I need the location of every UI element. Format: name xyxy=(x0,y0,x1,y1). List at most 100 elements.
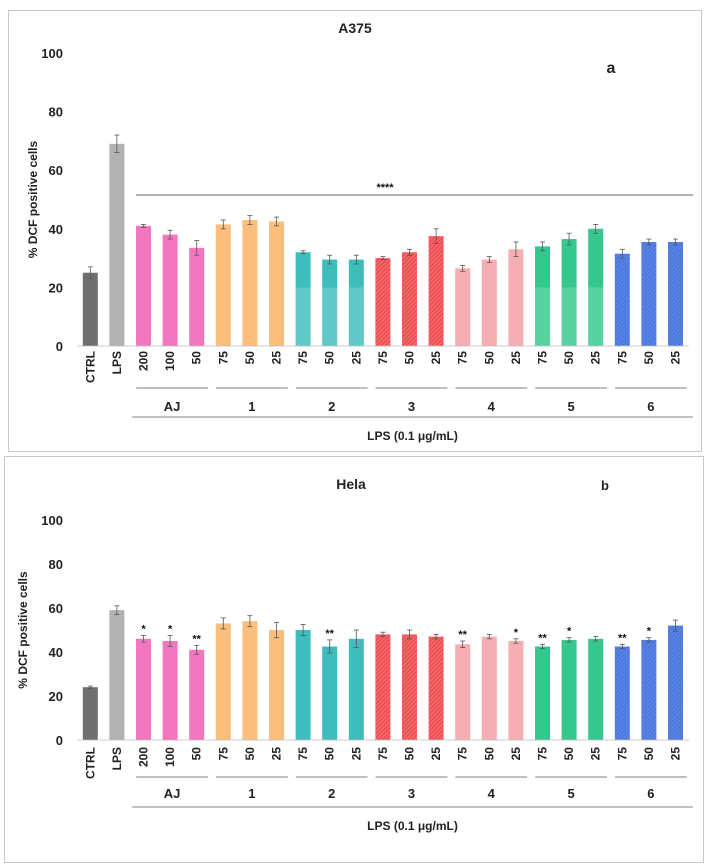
chart-title: Hela xyxy=(336,476,366,492)
bar-aj-100 xyxy=(162,641,178,740)
bar-ctrl-CTRL xyxy=(82,272,98,346)
bar-lps-LPS xyxy=(109,143,125,346)
x-tick-label: 50 xyxy=(243,747,257,761)
bar-4-50 xyxy=(481,636,497,740)
panel-letter: b xyxy=(601,478,609,493)
bar-6-50 xyxy=(641,241,657,346)
y-tick-label: 60 xyxy=(49,163,63,178)
x-tick-label: 75 xyxy=(376,747,390,761)
chart-a-svg: A375 a % DCF positive cells 0 20 40 60 80 100 CTR… xyxy=(26,20,693,443)
group-label: 4 xyxy=(488,399,496,414)
bar-3-50 xyxy=(402,634,417,740)
bar-2-50 xyxy=(322,646,338,740)
bar-3-75 xyxy=(375,258,391,346)
x-tick-label: 75 xyxy=(216,747,230,761)
y-tick-label: 100 xyxy=(41,46,63,61)
x-tick-label: 50 xyxy=(243,351,257,365)
y-tick-label: 80 xyxy=(49,105,63,120)
significance-bracket-label: **** xyxy=(376,182,394,194)
bar-shade xyxy=(322,287,338,346)
significance-mark: * xyxy=(168,624,173,636)
bar-aj-50 xyxy=(189,649,205,740)
significance-mark: ** xyxy=(458,629,467,641)
bar-2-75 xyxy=(295,252,311,346)
bar-shade xyxy=(295,287,311,346)
x-tick-label: 75 xyxy=(216,351,230,365)
group-label: 6 xyxy=(647,786,654,801)
x-tick-label: 200 xyxy=(137,351,151,371)
x-tick-label: 50 xyxy=(403,351,417,365)
x-tick-label: 50 xyxy=(642,747,656,761)
x-tick-label: 75 xyxy=(456,351,470,365)
bar-1-25 xyxy=(269,630,284,740)
x-tick-label: 50 xyxy=(323,351,337,365)
group-label: 1 xyxy=(248,399,255,414)
significance-mark: * xyxy=(514,627,519,639)
bar-6-75 xyxy=(614,253,630,346)
x-tick-label: CTRL xyxy=(83,351,97,383)
bar-4-50 xyxy=(481,259,497,346)
bar-5-50 xyxy=(561,239,577,346)
bar-2-75 xyxy=(295,630,311,740)
bar-lps-LPS xyxy=(109,610,125,740)
x-tick-label: 75 xyxy=(536,747,550,761)
x-tick-label: 100 xyxy=(163,351,177,371)
x-tick-label: 25 xyxy=(349,747,363,761)
bar-5-50 xyxy=(561,639,577,740)
bar-6-75 xyxy=(614,646,630,740)
x-tick-label: 75 xyxy=(456,747,470,761)
x-tick-label: 25 xyxy=(509,351,523,365)
y-tick-label: 0 xyxy=(56,733,63,748)
bar-2-50 xyxy=(322,259,338,346)
significance-mark: * xyxy=(567,626,572,638)
x-tick-label: 25 xyxy=(509,747,523,761)
bar-aj-50 xyxy=(189,247,205,346)
bar-shade xyxy=(535,287,550,346)
x-tick-label: 25 xyxy=(429,351,443,365)
y-tick-label: 40 xyxy=(49,645,63,660)
x-tick-label: 50 xyxy=(642,351,656,365)
x-tick-label: 25 xyxy=(589,747,603,761)
group-label: 2 xyxy=(328,399,335,414)
x-tick-label: 25 xyxy=(270,747,284,761)
bar-1-75 xyxy=(215,623,231,740)
x-tick-label: 50 xyxy=(190,747,204,761)
bar-6-25 xyxy=(668,241,683,346)
bar-4-25 xyxy=(508,249,524,346)
significance-mark: ** xyxy=(538,632,547,644)
x-tick-label: 75 xyxy=(615,747,629,761)
bar-5-25 xyxy=(588,228,604,346)
bar-3-25 xyxy=(428,636,444,740)
group-label: 3 xyxy=(408,786,415,801)
bar-2-25 xyxy=(348,259,364,346)
x-tick-label: 25 xyxy=(669,747,683,761)
chart-b-svg: Hela b % DCF positive cells 0 20 40 60 80 100 CTR… xyxy=(16,476,693,833)
bar-1-50 xyxy=(242,621,258,740)
x-tick-label: 50 xyxy=(482,747,496,761)
bar-3-25 xyxy=(428,236,444,346)
x-tick-label: 75 xyxy=(296,747,310,761)
x-tick-label: 200 xyxy=(137,747,151,767)
x-tick-label: 50 xyxy=(482,351,496,365)
y-axis-label: % DCF positive cells xyxy=(26,140,40,258)
bar-shade xyxy=(348,287,364,346)
x-tick-label: 25 xyxy=(669,351,683,365)
significance-mark: ** xyxy=(192,633,201,645)
y-tick-label: 0 xyxy=(56,339,63,354)
x-tick-label: 75 xyxy=(296,351,310,365)
overall-label: LPS (0.1 μg/mL) xyxy=(367,819,458,833)
x-tick-label: LPS xyxy=(110,747,124,770)
bar-5-25 xyxy=(588,638,604,740)
bar-1-75 xyxy=(215,224,231,346)
group-label: 5 xyxy=(567,399,574,414)
x-tick-label: 50 xyxy=(190,351,204,365)
bar-aj-100 xyxy=(162,234,178,346)
y-tick-label: 20 xyxy=(49,689,63,704)
x-tick-label: 50 xyxy=(403,747,417,761)
bar-4-75 xyxy=(455,268,471,346)
bar-6-50 xyxy=(641,639,657,740)
x-tick-label: 25 xyxy=(429,747,443,761)
group-label: AJ xyxy=(164,399,181,414)
bar-4-75 xyxy=(455,644,471,740)
x-tick-label: 50 xyxy=(562,351,576,365)
